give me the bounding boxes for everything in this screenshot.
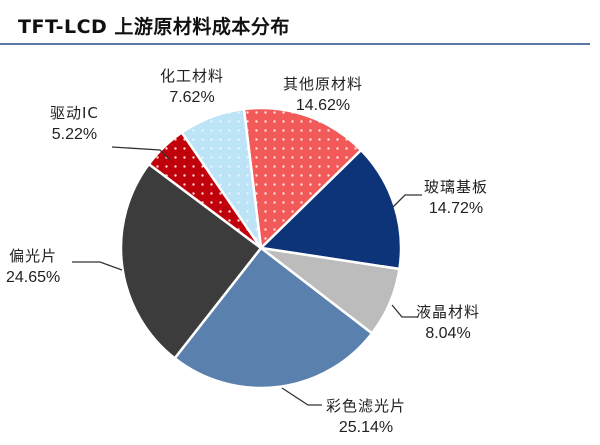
label-cf: 彩色滤光片 25.14% — [326, 396, 406, 438]
label-other: 其他原材料 14.62% — [283, 74, 363, 116]
label-percent: 8.04% — [425, 325, 471, 342]
label-name: 驱动IC — [50, 104, 99, 122]
label-percent: 14.62% — [295, 97, 351, 114]
pie-slice — [180, 107, 263, 249]
leader-lines — [72, 146, 422, 406]
pie-slice — [172, 246, 374, 390]
label-percent: 7.62% — [169, 89, 215, 106]
label-chem: 化工材料 7.62% — [160, 66, 224, 108]
label-lc: 液晶材料 8.04% — [416, 302, 480, 344]
label-name: 玻璃基板 — [424, 178, 489, 196]
label-name: 化工材料 — [160, 67, 225, 85]
title-underline — [0, 43, 590, 45]
pie-slice — [242, 106, 363, 251]
label-percent: 25.14% — [338, 419, 394, 436]
label-name: 偏光片 — [9, 247, 58, 265]
label-glass: 玻璃基板 14.72% — [424, 177, 488, 219]
label-percent: 24.65% — [6, 269, 61, 286]
label-driver: 驱动IC 5.22% — [50, 103, 99, 145]
label-percent: 14.72% — [428, 200, 484, 217]
pie-slice — [119, 162, 263, 361]
label-polarizer: 偏光片 24.65% — [6, 246, 60, 288]
label-name: 液晶材料 — [416, 303, 481, 321]
label-percent: 5.22% — [51, 126, 98, 143]
label-name: 其他原材料 — [283, 75, 364, 93]
pie-slices — [119, 106, 403, 390]
chart-title: TFT-LCD 上游原材料成本分布 — [18, 16, 290, 38]
label-name: 彩色滤光片 — [326, 397, 407, 415]
